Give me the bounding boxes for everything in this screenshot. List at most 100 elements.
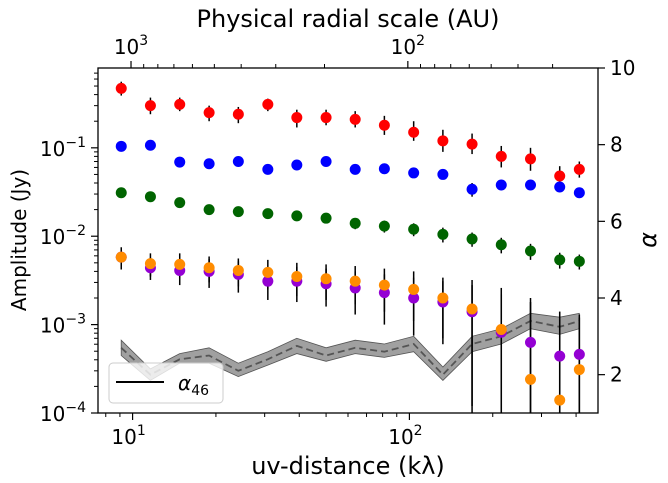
data-point xyxy=(525,373,537,385)
data-point xyxy=(525,336,537,348)
data-point xyxy=(203,158,215,170)
data-point xyxy=(495,239,507,251)
x-axis-title: uv-distance (kλ) xyxy=(251,452,445,480)
data-point xyxy=(378,119,390,131)
y2-tick-label: 8 xyxy=(610,133,623,157)
data-point xyxy=(378,279,390,291)
data-point xyxy=(466,233,478,245)
legend-box xyxy=(108,362,224,404)
y-tick-label-exp: −1 xyxy=(65,135,86,151)
y-tick-label: 10−4 xyxy=(40,400,86,426)
y-tick-label-base: 10 xyxy=(40,225,65,249)
data-point xyxy=(232,206,244,218)
data-point xyxy=(262,163,274,175)
y-tick-label: 10−3 xyxy=(40,312,86,338)
y2-tick-label: 4 xyxy=(610,286,623,310)
data-point xyxy=(115,251,127,263)
data-point xyxy=(554,350,566,362)
y-tick-label-exp: −2 xyxy=(65,223,86,239)
data-point xyxy=(174,156,186,168)
alpha-line-layer xyxy=(120,320,580,377)
top-tick-label-base: 10 xyxy=(391,35,416,59)
data-point xyxy=(437,135,449,147)
y2-tick-label: 2 xyxy=(610,363,623,387)
data-point xyxy=(232,108,244,120)
data-point xyxy=(174,98,186,110)
top-tick-label-exp: 2 xyxy=(416,33,425,49)
top-tick-label-base: 10 xyxy=(114,35,139,59)
data-point xyxy=(408,126,420,138)
data-point xyxy=(349,113,361,125)
data-point xyxy=(495,324,507,336)
x-tick-label-exp: 2 xyxy=(414,423,423,439)
data-point xyxy=(573,163,585,175)
data-point xyxy=(554,254,566,266)
legend: α46 xyxy=(108,362,224,404)
data-point xyxy=(174,258,186,270)
data-point xyxy=(378,287,390,299)
data-point xyxy=(573,348,585,360)
data-point xyxy=(466,303,478,315)
y2-axis-title: α xyxy=(634,232,662,248)
legend-label: α46 xyxy=(178,371,209,399)
data-point xyxy=(291,159,303,171)
alpha-line xyxy=(120,320,580,377)
top-tick-label-exp: 3 xyxy=(139,33,148,49)
data-point xyxy=(115,187,127,199)
data-point xyxy=(349,217,361,229)
y2-tick-label: 10 xyxy=(610,56,635,80)
data-point xyxy=(144,100,156,112)
data-point xyxy=(291,210,303,222)
data-point xyxy=(349,163,361,175)
data-point xyxy=(437,228,449,240)
data-point xyxy=(408,223,420,235)
data-point xyxy=(573,187,585,199)
data-point xyxy=(262,208,274,220)
data-point xyxy=(115,82,127,94)
data-point xyxy=(408,283,420,295)
data-point xyxy=(554,181,566,193)
y-tick-label-exp: −4 xyxy=(65,400,86,416)
data-point xyxy=(437,292,449,304)
data-point xyxy=(320,156,332,168)
data-point xyxy=(408,167,420,179)
y-tick-label: 10−2 xyxy=(40,223,86,249)
data-point xyxy=(262,266,274,278)
data-point xyxy=(525,179,537,191)
y-axis-title: Amplitude (Jy) xyxy=(7,169,31,311)
x-tick-label: 102 xyxy=(388,423,422,449)
data-point xyxy=(378,163,390,175)
data-point xyxy=(291,271,303,283)
y-tick-label-exp: −3 xyxy=(65,312,86,328)
data-point xyxy=(174,197,186,209)
data-point xyxy=(232,264,244,276)
data-point xyxy=(320,212,332,224)
points-layer xyxy=(115,82,585,406)
data-point xyxy=(115,140,127,152)
x-tick-label-exp: 1 xyxy=(137,423,146,439)
y-tick-label-base: 10 xyxy=(40,137,65,161)
top-axis-title: Physical radial scale (AU) xyxy=(197,5,500,33)
y-tick-label: 10−1 xyxy=(40,135,86,161)
data-point xyxy=(203,262,215,274)
data-point xyxy=(291,112,303,124)
data-point xyxy=(203,204,215,216)
data-point xyxy=(437,168,449,180)
x-tick-label-base: 10 xyxy=(388,425,413,449)
data-point xyxy=(573,364,585,376)
y2-tick-label: 6 xyxy=(610,209,623,233)
data-point xyxy=(408,292,420,304)
data-point xyxy=(203,107,215,119)
top-tick-label: 103 xyxy=(114,33,148,59)
data-point xyxy=(525,245,537,257)
data-point xyxy=(232,156,244,168)
data-point xyxy=(554,394,566,406)
data-point xyxy=(320,112,332,124)
data-point xyxy=(573,255,585,267)
data-point xyxy=(495,150,507,162)
data-point xyxy=(320,273,332,285)
data-point xyxy=(495,179,507,191)
data-point xyxy=(525,153,537,165)
